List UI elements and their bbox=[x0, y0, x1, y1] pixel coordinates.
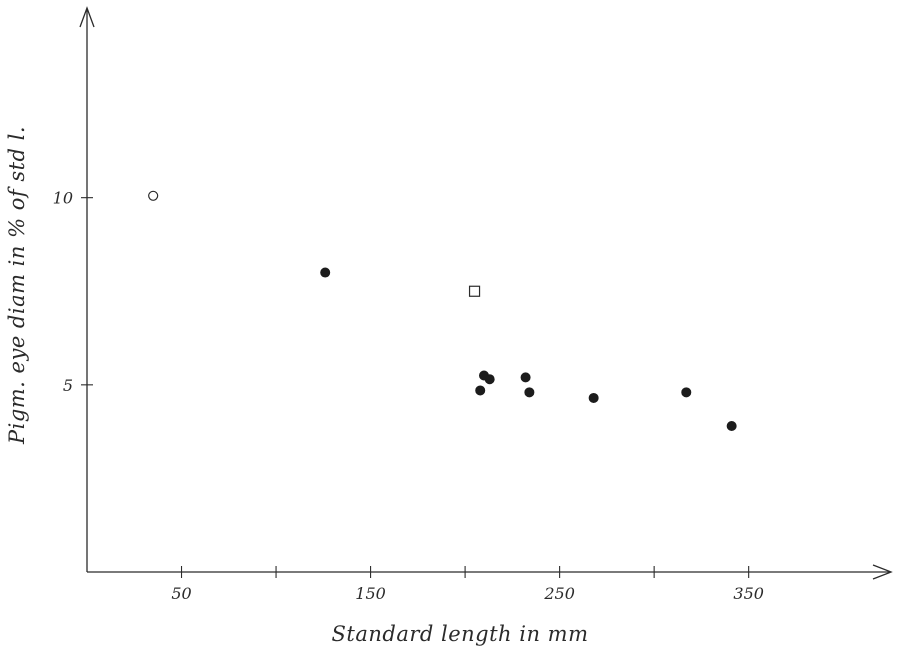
data-point-filled-circle-8 bbox=[681, 387, 692, 398]
data-point-filled-circle-9 bbox=[726, 421, 737, 432]
x-tick-label-50: 50 bbox=[171, 584, 191, 603]
y-ticks: 5 10 bbox=[53, 189, 93, 395]
data-point-filled-circle-4 bbox=[484, 374, 495, 385]
y-tick-label-5: 5 bbox=[63, 376, 73, 395]
y-tick-label-10: 10 bbox=[53, 189, 73, 208]
data-point-filled-circle-6 bbox=[524, 387, 535, 398]
data-points bbox=[148, 190, 737, 432]
x-axis-arrow bbox=[872, 564, 893, 580]
data-point-open-square-1 bbox=[468, 285, 481, 297]
y-axis-arrow bbox=[79, 6, 95, 28]
y-axis-title: Pigm. eye diam in % of std l. bbox=[5, 126, 29, 445]
x-tick-label-150: 150 bbox=[355, 584, 386, 603]
x-axis-title: Standard length in mm bbox=[332, 622, 589, 646]
data-point-filled-circle-5 bbox=[520, 372, 531, 383]
data-point-filled-circle-2 bbox=[475, 385, 486, 396]
x-tick-label-250: 250 bbox=[543, 584, 575, 603]
x-axis bbox=[87, 564, 893, 580]
data-point-filled-circle-7 bbox=[588, 392, 599, 403]
x-ticks: 50 150 250 350 bbox=[171, 566, 764, 603]
data-point-filled-circle-1 bbox=[320, 267, 331, 278]
y-axis bbox=[79, 6, 95, 572]
x-tick-label-350: 350 bbox=[733, 584, 764, 603]
data-point-open-circle-1 bbox=[148, 190, 159, 201]
